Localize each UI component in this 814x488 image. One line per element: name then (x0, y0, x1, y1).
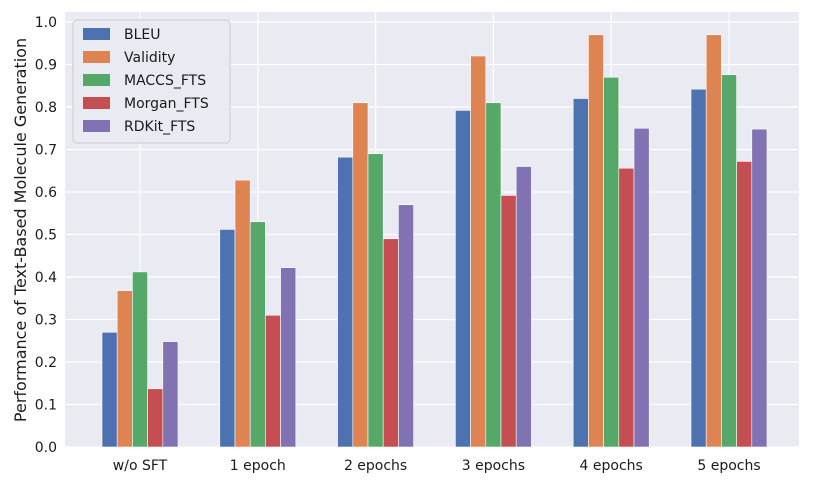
bar-morgan-fts-0 (148, 389, 163, 447)
bar-validity-5 (706, 35, 721, 447)
y-axis-label: Performance of Text-Based Molecule Gener… (11, 38, 30, 422)
x-tick-label: w/o SFT (113, 458, 168, 474)
bar-maccs-fts-0 (132, 272, 147, 447)
bar-rdkit-fts-4 (634, 128, 649, 447)
bar-rdkit-fts-0 (163, 342, 178, 447)
legend-label: RDKit_FTS (124, 119, 195, 135)
bar-rdkit-fts-3 (516, 167, 531, 448)
bar-validity-4 (588, 35, 603, 447)
y-tick-label: 1.0 (35, 15, 57, 31)
legend-swatch (83, 28, 110, 40)
bar-bleu-5 (691, 89, 706, 447)
y-tick-label: 0.9 (35, 58, 57, 74)
y-tick-label: 0.1 (35, 398, 57, 414)
bar-validity-3 (471, 56, 486, 447)
bar-maccs-fts-3 (486, 103, 501, 447)
bar-maccs-fts-5 (721, 75, 736, 447)
bar-bleu-4 (573, 99, 588, 448)
legend-label: MACCS_FTS (124, 73, 206, 89)
y-tick-label: 0.4 (35, 270, 57, 286)
x-tick-label: 1 epoch (230, 458, 286, 474)
bar-rdkit-fts-5 (752, 129, 767, 447)
bar-chart: 0.0 0.1 0.2 0.3 0.4 0.5 0.6 0.7 0.8 0.9 1.0 w/o SF… (0, 0, 814, 488)
bar-bleu-2 (338, 157, 353, 447)
bar-validity-1 (235, 180, 250, 447)
x-axis-ticks: w/o SFT 1 epoch 2 epochs 3 epochs 4 epochs 5 … (113, 458, 761, 474)
legend-label: Morgan_FTS (124, 96, 209, 112)
legend-swatch (83, 97, 110, 109)
y-axis-ticks: 0.0 0.1 0.2 0.3 0.4 0.5 0.6 0.7 0.8 0.9 1.0 (35, 15, 57, 456)
bar-rdkit-fts-1 (281, 268, 296, 447)
legend-label: BLEU (124, 27, 161, 43)
y-tick-label: 0.3 (35, 313, 57, 329)
bar-morgan-fts-3 (501, 195, 516, 447)
x-tick-label: 5 epochs (697, 458, 760, 474)
x-tick-label: 3 epochs (462, 458, 525, 474)
bar-bleu-0 (102, 332, 117, 447)
bar-maccs-fts-1 (250, 222, 265, 447)
legend-swatch (83, 51, 110, 63)
legend-label: Validity (124, 50, 175, 66)
x-tick-label: 2 epochs (344, 458, 407, 474)
legend-swatch (83, 120, 110, 132)
x-tick-label: 4 epochs (580, 458, 643, 474)
y-tick-label: 0.8 (35, 100, 57, 116)
legend-swatch (83, 74, 110, 86)
y-tick-label: 0.6 (35, 185, 57, 201)
bar-validity-0 (117, 291, 132, 447)
bar-morgan-fts-5 (737, 161, 752, 447)
bar-bleu-3 (455, 110, 470, 447)
bar-morgan-fts-4 (619, 168, 634, 447)
y-tick-label: 0.5 (35, 228, 57, 244)
legend: BLEU Validity MACCS_FTS Morgan_FTS RDKit_FTS (73, 20, 230, 143)
bar-morgan-fts-1 (265, 315, 280, 447)
y-tick-label: 0.0 (35, 440, 57, 456)
bar-validity-2 (353, 103, 368, 447)
bar-maccs-fts-2 (368, 154, 383, 447)
y-tick-label: 0.7 (35, 143, 57, 159)
bar-maccs-fts-4 (604, 77, 619, 447)
y-tick-label: 0.2 (35, 355, 57, 371)
bar-rdkit-fts-2 (398, 205, 413, 447)
bar-morgan-fts-2 (383, 239, 398, 447)
bar-bleu-1 (220, 229, 235, 447)
